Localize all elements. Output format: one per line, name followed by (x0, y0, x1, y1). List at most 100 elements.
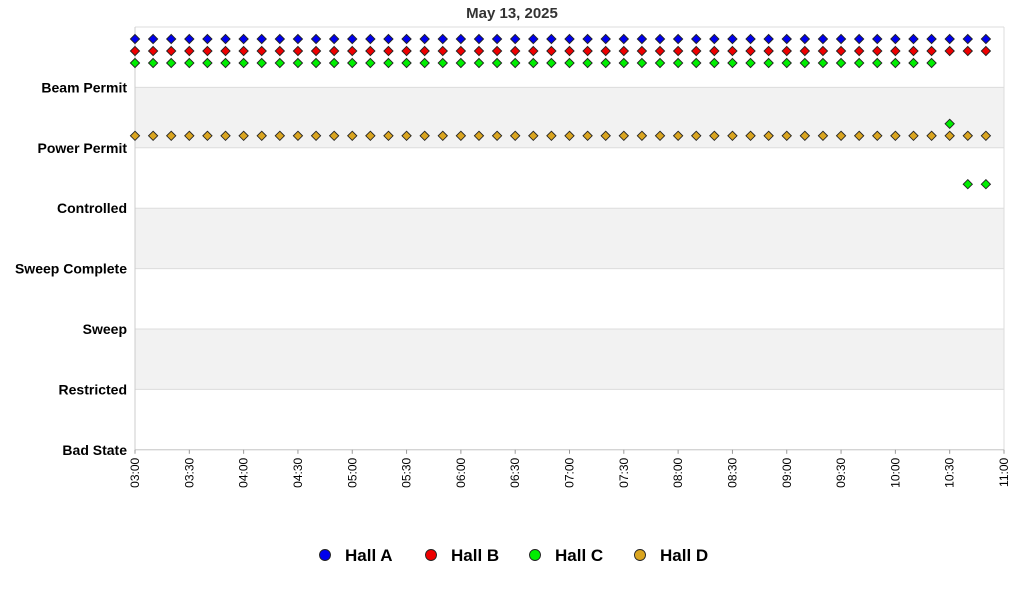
data-point-hall-c (853, 57, 865, 69)
plot-band (135, 208, 1004, 269)
data-point-hall-b (980, 45, 992, 57)
data-point-hall-b (184, 45, 195, 57)
data-point-hall-c (690, 57, 702, 69)
data-point-hall-d (654, 130, 666, 142)
data-point-hall-c (491, 57, 503, 69)
data-point-hall-a (220, 33, 231, 45)
data-point-hall-c (310, 57, 322, 69)
data-point-hall-b (473, 45, 485, 57)
data-point-hall-b (835, 45, 847, 57)
y-tick-label: Beam Permit (41, 79, 127, 95)
data-point-hall-b (220, 45, 231, 57)
data-point-hall-c (129, 57, 141, 69)
data-point-hall-c (835, 57, 847, 69)
x-tick-label: 07:00 (563, 457, 577, 487)
data-point-hall-a (962, 33, 974, 45)
data-point-hall-b (129, 45, 141, 57)
data-point-hall-a (256, 33, 267, 45)
legend-marker-hall-b (425, 549, 437, 561)
data-point-hall-b (926, 45, 937, 57)
data-point-hall-c (220, 57, 231, 69)
data-point-hall-a (202, 33, 213, 45)
data-point-hall-a (365, 33, 376, 45)
data-point-hall-a (781, 33, 792, 45)
data-point-hall-b (872, 45, 883, 57)
data-point-hall-b (745, 45, 756, 57)
data-point-hall-b (202, 45, 213, 57)
data-point-hall-b (709, 45, 720, 57)
data-point-hall-b (853, 45, 865, 57)
data-point-hall-d (618, 130, 630, 142)
chart-title: May 13, 2025 (466, 5, 558, 22)
data-point-hall-d (709, 130, 720, 142)
data-point-hall-c (564, 57, 575, 69)
data-point-hall-d (347, 130, 358, 142)
x-tick-label: 07:30 (617, 457, 631, 487)
data-point-hall-c (763, 57, 774, 69)
data-point-hall-a (582, 33, 593, 45)
legend-label-hall-d[interactable]: Hall D (660, 546, 708, 565)
data-points (129, 33, 992, 190)
data-point-hall-c (509, 57, 521, 69)
data-point-hall-b (654, 45, 666, 57)
data-point-hall-d (908, 130, 919, 142)
data-point-hall-d (600, 130, 611, 142)
data-point-hall-b (636, 45, 648, 57)
data-point-hall-c (528, 57, 539, 69)
data-point-hall-a (564, 33, 575, 45)
data-point-hall-d (256, 130, 267, 142)
data-point-hall-a (600, 33, 611, 45)
plot-band (135, 329, 1004, 390)
data-point-hall-c (292, 57, 304, 69)
x-tick-label: 04:30 (291, 457, 305, 487)
data-point-hall-b (455, 45, 467, 57)
y-tick-label: Sweep Complete (15, 261, 127, 277)
data-point-hall-a (437, 33, 449, 45)
data-point-hall-a (347, 33, 358, 45)
data-point-hall-d (129, 130, 141, 142)
data-point-hall-b (528, 45, 539, 57)
data-point-hall-b (890, 45, 901, 57)
y-axis-labels: Bad State Restricted Sweep Sweep Complete Co… (15, 79, 127, 457)
data-point-hall-d (636, 130, 648, 142)
data-point-hall-b (690, 45, 702, 57)
data-point-hall-c (908, 57, 919, 69)
y-tick-label: Sweep (83, 321, 127, 337)
data-point-hall-b (509, 45, 521, 57)
data-point-hall-c (401, 57, 412, 69)
data-point-hall-c (473, 57, 485, 69)
data-point-hall-c (709, 57, 720, 69)
data-point-hall-a (944, 33, 955, 45)
data-point-hall-a (274, 33, 286, 45)
legend-label-hall-c[interactable]: Hall C (555, 546, 603, 565)
legend-label-hall-b[interactable]: Hall B (451, 546, 499, 565)
data-point-hall-d (437, 130, 449, 142)
x-tick-label: 06:30 (508, 457, 522, 487)
x-tick-label: 05:00 (345, 457, 359, 487)
data-point-hall-b (365, 45, 376, 57)
data-point-hall-a (727, 33, 738, 45)
data-point-hall-c (238, 57, 249, 69)
data-point-hall-a (328, 33, 340, 45)
data-point-hall-c (890, 57, 901, 69)
plot-band (135, 147, 1004, 209)
data-point-hall-c (184, 57, 195, 69)
data-point-hall-b (618, 45, 630, 57)
data-point-hall-a (908, 33, 919, 45)
data-point-hall-c (582, 57, 593, 69)
data-point-hall-d (238, 130, 249, 142)
data-point-hall-b (582, 45, 593, 57)
data-point-hall-a (509, 33, 521, 45)
data-point-hall-d (727, 130, 738, 142)
x-tick-label: 04:00 (237, 457, 251, 487)
data-point-hall-d (401, 130, 412, 142)
x-tick-label: 08:30 (725, 457, 739, 487)
data-point-hall-a (654, 33, 666, 45)
data-point-hall-a (473, 33, 485, 45)
data-point-hall-d (690, 130, 702, 142)
data-point-hall-c (817, 57, 829, 69)
legend-label-hall-a[interactable]: Hall A (345, 546, 393, 565)
data-point-hall-d (763, 130, 774, 142)
